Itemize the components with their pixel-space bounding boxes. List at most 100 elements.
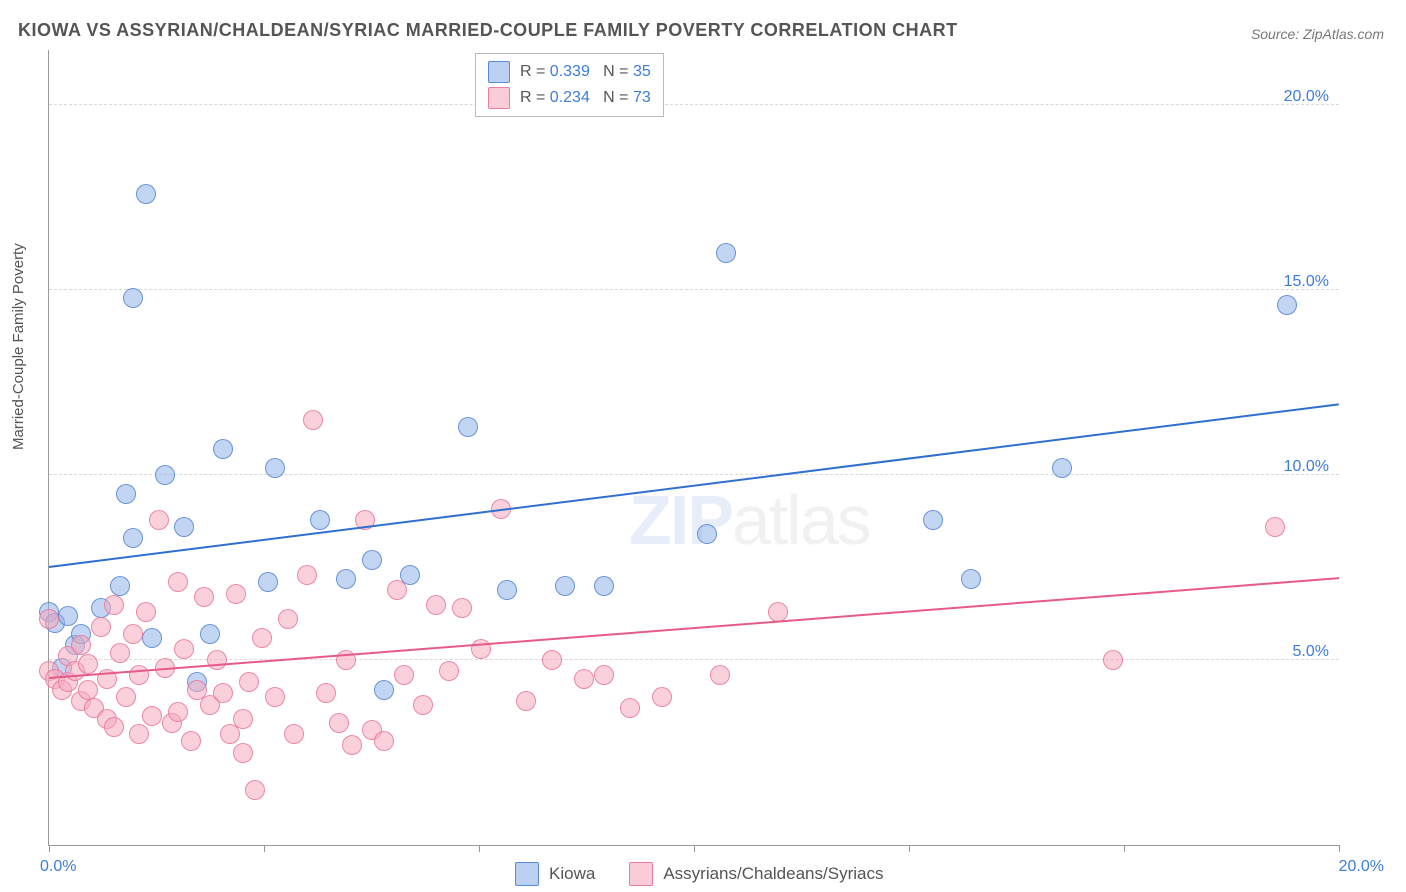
- x-tick: [1124, 845, 1125, 852]
- data-point: [110, 576, 130, 596]
- stats-legend: R = 0.339 N = 35 R = 0.234 N = 73: [475, 53, 664, 117]
- data-point: [233, 743, 253, 763]
- data-point: [174, 517, 194, 537]
- source-label: Source: ZipAtlas.com: [1251, 26, 1384, 42]
- data-point: [297, 565, 317, 585]
- data-point: [104, 717, 124, 737]
- data-point: [116, 687, 136, 707]
- data-point: [213, 683, 233, 703]
- data-point: [265, 687, 285, 707]
- data-point: [1103, 650, 1123, 670]
- series-legend: Kiowa Assyrians/Chaldeans/Syriacs: [515, 862, 883, 886]
- swatch-blue-icon: [515, 862, 539, 886]
- gridline: [49, 474, 1339, 475]
- stats-row-kiowa: R = 0.339 N = 35: [488, 59, 651, 85]
- data-point: [168, 572, 188, 592]
- data-point: [1265, 517, 1285, 537]
- data-point: [516, 691, 536, 711]
- data-point: [394, 665, 414, 685]
- legend-item-assyrian: Assyrians/Chaldeans/Syriacs: [629, 862, 883, 886]
- data-point: [116, 484, 136, 504]
- x-tick: [49, 845, 50, 852]
- data-point: [413, 695, 433, 715]
- gridline: [49, 659, 1339, 660]
- data-point: [961, 569, 981, 589]
- data-point: [245, 780, 265, 800]
- data-point: [155, 465, 175, 485]
- y-tick-label: 15.0%: [1284, 273, 1329, 291]
- data-point: [542, 650, 562, 670]
- data-point: [697, 524, 717, 544]
- x-tick-0: 0.0%: [40, 858, 76, 876]
- data-point: [174, 639, 194, 659]
- data-point: [716, 243, 736, 263]
- data-point: [387, 580, 407, 600]
- data-point: [91, 617, 111, 637]
- data-point: [123, 528, 143, 548]
- data-point: [200, 624, 220, 644]
- data-point: [123, 288, 143, 308]
- data-point: [923, 510, 943, 530]
- x-tick: [264, 845, 265, 852]
- data-point: [129, 665, 149, 685]
- data-point: [123, 624, 143, 644]
- data-point: [362, 550, 382, 570]
- data-point: [136, 602, 156, 622]
- data-point: [329, 713, 349, 733]
- x-tick: [694, 845, 695, 852]
- data-point: [233, 709, 253, 729]
- data-point: [142, 706, 162, 726]
- y-tick-label: 5.0%: [1293, 643, 1329, 661]
- data-point: [574, 669, 594, 689]
- swatch-blue-icon: [488, 61, 510, 83]
- data-point: [71, 635, 91, 655]
- data-point: [129, 724, 149, 744]
- data-point: [213, 439, 233, 459]
- x-tick: [1339, 845, 1340, 852]
- swatch-pink-icon: [629, 862, 653, 886]
- data-point: [284, 724, 304, 744]
- data-point: [136, 184, 156, 204]
- data-point: [342, 735, 362, 755]
- data-point: [497, 580, 517, 600]
- data-point: [374, 680, 394, 700]
- data-point: [142, 628, 162, 648]
- data-point: [374, 731, 394, 751]
- gridline: [49, 289, 1339, 290]
- data-point: [168, 702, 188, 722]
- y-tick-label: 10.0%: [1284, 458, 1329, 476]
- swatch-pink-icon: [488, 87, 510, 109]
- data-point: [439, 661, 459, 681]
- y-tick-label: 20.0%: [1284, 88, 1329, 106]
- data-point: [104, 595, 124, 615]
- plot-area: ZIPatlas 5.0%10.0%15.0%20.0%: [48, 50, 1339, 846]
- data-point: [149, 510, 169, 530]
- data-point: [78, 654, 98, 674]
- data-point: [1277, 295, 1297, 315]
- data-point: [239, 672, 259, 692]
- data-point: [555, 576, 575, 596]
- data-point: [710, 665, 730, 685]
- gridline: [49, 104, 1339, 105]
- legend-item-kiowa: Kiowa: [515, 862, 595, 886]
- data-point: [207, 650, 227, 670]
- data-point: [316, 683, 336, 703]
- data-point: [652, 687, 672, 707]
- data-point: [58, 606, 78, 626]
- data-point: [78, 680, 98, 700]
- data-point: [452, 598, 472, 618]
- data-point: [265, 458, 285, 478]
- data-point: [594, 665, 614, 685]
- data-point: [194, 587, 214, 607]
- chart-title: KIOWA VS ASSYRIAN/CHALDEAN/SYRIAC MARRIE…: [18, 20, 958, 41]
- data-point: [458, 417, 478, 437]
- data-point: [258, 572, 278, 592]
- x-tick: [479, 845, 480, 852]
- y-axis-label: Married-Couple Family Poverty: [10, 243, 27, 450]
- data-point: [426, 595, 446, 615]
- data-point: [39, 609, 59, 629]
- data-point: [252, 628, 272, 648]
- data-point: [278, 609, 298, 629]
- data-point: [226, 584, 246, 604]
- data-point: [620, 698, 640, 718]
